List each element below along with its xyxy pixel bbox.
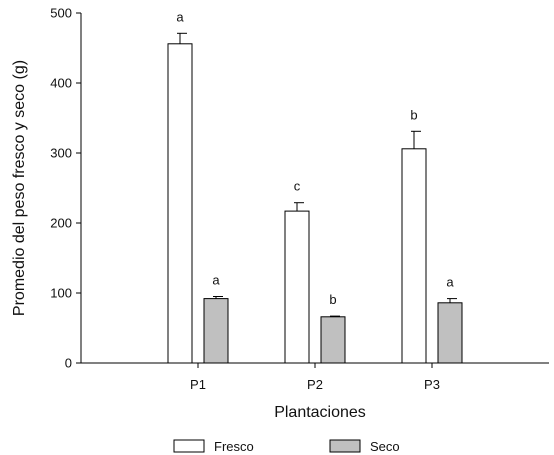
bar (320, 316, 346, 364)
significance-label: a (212, 273, 220, 288)
y-tick-label: 0 (65, 356, 72, 371)
legend-label: Seco (370, 439, 400, 454)
y-tick-label: 100 (50, 286, 72, 301)
x-axis-title: Plantaciones (274, 404, 366, 421)
bar (437, 302, 463, 364)
x-tick-label: P3 (424, 377, 440, 392)
significance-label: c (294, 179, 301, 194)
y-tick-label: 400 (50, 76, 72, 91)
legend-label: Fresco (214, 439, 254, 454)
y-axis: 0 100 200 300 400 500 (50, 6, 82, 371)
bar (284, 210, 310, 364)
legend-swatch (173, 439, 205, 453)
bars: a a c b b a (167, 9, 463, 364)
x-tick-label: P1 (190, 377, 206, 392)
significance-label: b (410, 107, 417, 122)
y-tick-label: 500 (50, 6, 72, 21)
y-tick-label: 300 (50, 146, 72, 161)
significance-label: a (176, 9, 184, 24)
legend-swatch (329, 439, 361, 453)
bar (203, 298, 229, 364)
x-axis: P1 P2 P3 (81, 362, 549, 392)
significance-label: b (329, 292, 336, 307)
y-tick-label: 200 (50, 216, 72, 231)
x-tick-label: P2 (307, 377, 323, 392)
significance-label: a (446, 275, 454, 290)
legend: Fresco Seco (173, 439, 400, 454)
y-axis-title: Promedio del peso fresco y seco (g) (11, 60, 28, 316)
bar (401, 148, 427, 364)
bar (167, 43, 193, 364)
